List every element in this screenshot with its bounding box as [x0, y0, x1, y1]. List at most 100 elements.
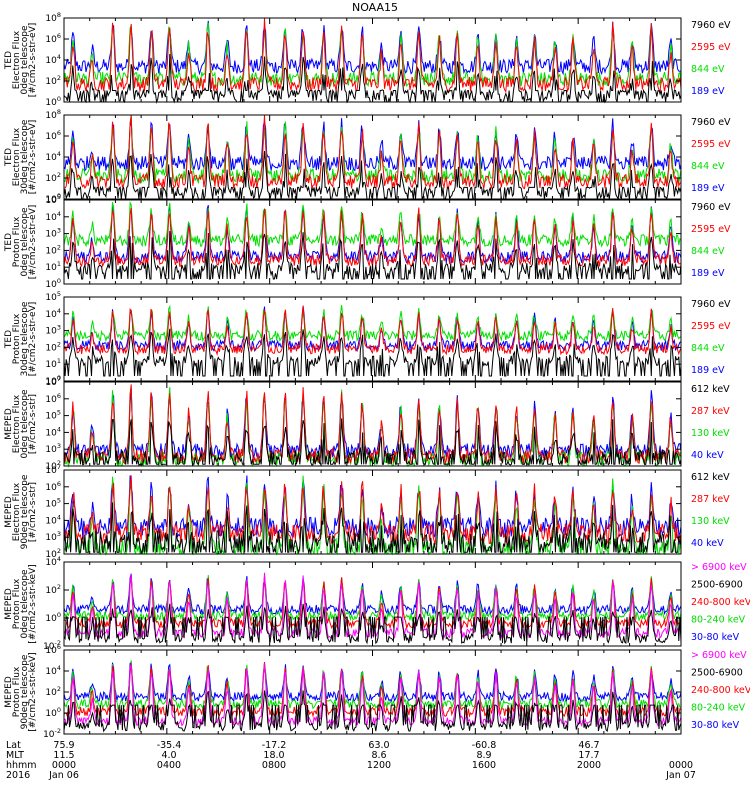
- y-axis-title: [#/cm2-s-str-eV]: [28, 205, 38, 280]
- series-line-0-1: [63, 17, 682, 93]
- series-line-1-2: [63, 114, 682, 185]
- y-tick-label: 102: [45, 583, 61, 596]
- y-tick-label: 10-2: [43, 639, 61, 652]
- y-tick-label: 100: [45, 192, 61, 205]
- y-axis-title: Proton Flux: [12, 313, 22, 364]
- y-axis-title: 0deg telescope: [20, 389, 30, 459]
- ephemeris-value: 4.0: [161, 750, 177, 761]
- series-line-0-3: [63, 20, 682, 76]
- ephemeris-label: MLT: [6, 750, 24, 761]
- y-tick-label: 104: [45, 150, 61, 163]
- series-line-0-2: [63, 22, 682, 88]
- y-tick-label: 102: [45, 171, 61, 184]
- legend-entry: 844 eV: [691, 246, 725, 257]
- series-line-7-1: [63, 690, 682, 733]
- panel-frame: [63, 114, 682, 200]
- legend-entry: 287 keV: [691, 406, 730, 417]
- y-axis-title: Proton Flux: [12, 666, 22, 717]
- y-axis-title: Proton Flux: [12, 578, 22, 629]
- ephemeris-value: 0000: [51, 760, 77, 771]
- y-axis-title: [#/cm2-s-str-eV]: [28, 120, 38, 195]
- y-axis-title: Electron Flux: [12, 394, 22, 453]
- ephemeris-row-mlt: MLT 11.5 4.0 18.0 8.6 8.9 17.7: [0, 751, 750, 761]
- y-tick-label: 104: [45, 513, 61, 526]
- y-tick-label: 104: [45, 210, 61, 223]
- legend-entry: 844 eV: [691, 64, 725, 75]
- legend-entry: 189 eV: [691, 268, 725, 279]
- y-tick-label: 103: [45, 227, 61, 240]
- series-line-6-1: [63, 603, 682, 645]
- y-tick-label: 104: [45, 307, 61, 320]
- ephemeris-row-date: 2016 Jan 06 Jan 07: [0, 771, 750, 781]
- y-tick-label: 103: [45, 324, 61, 337]
- ephemeris-value: 17.7: [578, 750, 600, 761]
- y-axis-title: TED: [4, 330, 14, 349]
- series-line-5-0: [63, 502, 682, 555]
- series-line-3-3: [63, 305, 682, 353]
- legend-entry: 130 keV: [691, 428, 730, 439]
- ephemeris-value: 2000: [576, 760, 602, 771]
- y-tick-label: 107: [45, 463, 61, 476]
- panel-frame: [63, 17, 682, 103]
- y-axis-title: [#/cm2-s-str-eV]: [28, 302, 38, 377]
- y-axis-title: [#/cm2-s-str-eV]: [28, 23, 38, 98]
- series-line-3-2: [63, 304, 682, 343]
- y-axis-title: [#/cm2-s-str-keV]: [28, 652, 38, 731]
- legend-entry: 189 eV: [691, 86, 725, 97]
- ephemeris-value: Jan 07: [666, 770, 696, 781]
- y-axis-title: 90deg telescope: [20, 474, 30, 549]
- legend-entry: 240-800 keV: [691, 597, 750, 608]
- legend-entry: 130 keV: [691, 516, 730, 527]
- y-axis-title: Electron Flux: [12, 127, 22, 186]
- y-tick-label: 100: [45, 374, 61, 387]
- y-axis-title: MEPED: [4, 588, 14, 620]
- y-axis-title: 30deg telescope: [20, 301, 30, 376]
- legend-entry: 844 eV: [691, 161, 725, 172]
- y-tick-label: 10-2: [43, 727, 61, 740]
- ephemeris-value: 18.0: [263, 750, 285, 761]
- y-tick-label: 105: [45, 497, 61, 510]
- legend-entry: 2595 eV: [691, 321, 731, 332]
- legend-entry: 2500-6900: [691, 668, 743, 679]
- series-line-2-3: [64, 204, 682, 265]
- ephemeris-value: 0000: [668, 760, 694, 771]
- ephemeris-value: -17.2: [261, 740, 287, 751]
- series-line-3-1: [63, 305, 682, 357]
- series-line-6-3: [63, 575, 682, 623]
- y-tick-label: 102: [45, 459, 61, 472]
- legend-entry: 612 keV: [691, 472, 730, 483]
- series-line-6-4: [63, 573, 682, 616]
- legend-entry: 30-80 keV: [691, 632, 740, 643]
- y-tick-label: 100: [45, 95, 61, 108]
- legend-entry: 2500-6900: [691, 580, 743, 591]
- y-tick-label: 104: [45, 425, 61, 438]
- series-line-1-1: [63, 114, 682, 190]
- ephemeris-value: 46.7: [578, 740, 600, 751]
- y-axis-title: TED: [4, 51, 14, 70]
- ephemeris-row-lat: Lat 75.9 -35.4 -17.2 63.0 -60.8 46.7: [0, 741, 750, 751]
- ephemeris-value: 11.5: [53, 750, 75, 761]
- legend-entry: 612 keV: [691, 384, 730, 395]
- ephemeris-value: 8.9: [476, 750, 492, 761]
- y-axis-title: [#/cm2-s-str]: [28, 394, 38, 454]
- legend-entry: 30-80 keV: [691, 720, 740, 731]
- ephemeris-value: 8.6: [371, 750, 387, 761]
- series-line-2-2: [63, 200, 682, 248]
- y-tick-label: 107: [45, 375, 61, 388]
- figure-title: NOAA15: [351, 1, 399, 14]
- ephemeris-value: 1200: [366, 760, 392, 771]
- ephemeris-value: Jan 06: [49, 770, 79, 781]
- legend-entry: 2595 eV: [691, 224, 731, 235]
- y-tick-label: 106: [45, 392, 61, 405]
- y-tick-label: 101: [45, 260, 61, 273]
- y-tick-label: 103: [45, 442, 61, 455]
- y-axis-title: [#/cm2-s-str]: [28, 482, 38, 542]
- ephemeris-row-hhmm: hhmm 0000 0400 0800 1200 1600 2000 0000: [0, 761, 750, 771]
